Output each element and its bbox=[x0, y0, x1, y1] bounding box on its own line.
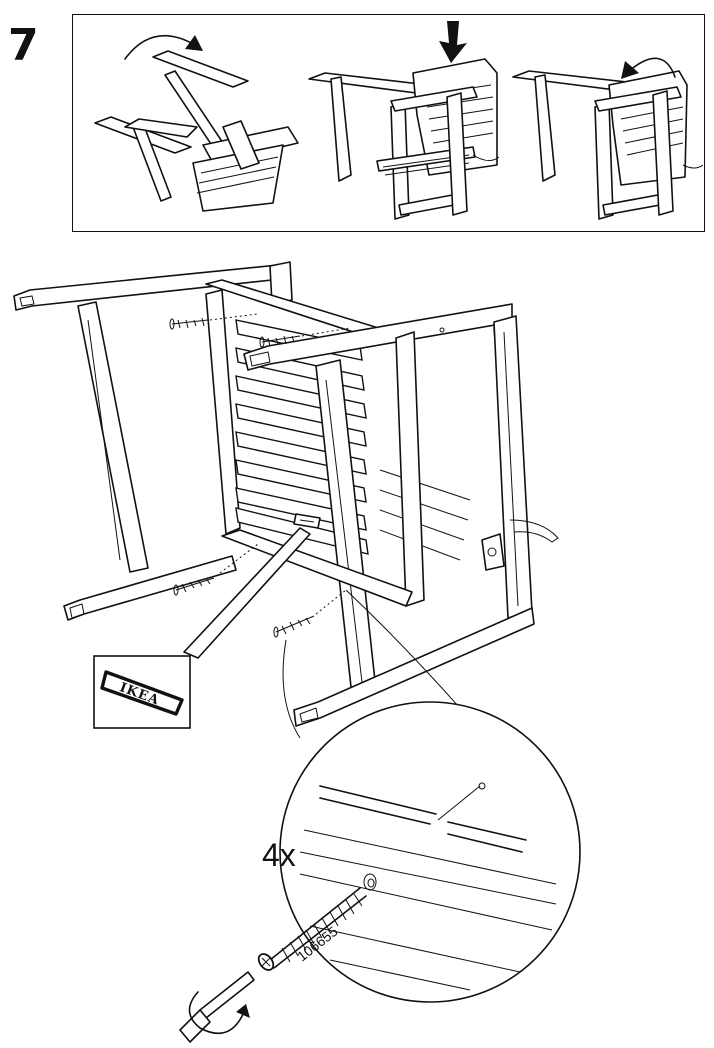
left-rear-leg bbox=[77, 301, 149, 573]
magnifier-leader-left bbox=[282, 639, 301, 739]
backrest-left-stile bbox=[205, 289, 241, 535]
wood-screw bbox=[257, 887, 367, 971]
left-arm-rail bbox=[13, 263, 291, 311]
step-number: 7 bbox=[8, 20, 39, 71]
sequence-panel bbox=[72, 14, 705, 232]
curved-arrow-icon bbox=[124, 34, 203, 60]
screw-top-left bbox=[169, 313, 259, 330]
screwdriver-icon bbox=[179, 971, 255, 1043]
logo-leader bbox=[183, 527, 311, 659]
screw-bottom-right bbox=[273, 589, 347, 638]
screw-top-right bbox=[259, 327, 351, 348]
front-left-leg bbox=[315, 359, 377, 697]
product-label-tag bbox=[293, 513, 321, 529]
down-arrow-icon bbox=[439, 21, 467, 63]
sequence-illustrations bbox=[94, 21, 704, 220]
chair-upside-down bbox=[308, 58, 500, 220]
chair-backrest-rotated bbox=[512, 70, 704, 220]
front-right-leg bbox=[493, 315, 533, 619]
screw-bottom-left bbox=[173, 543, 259, 596]
front-bottom-rail bbox=[293, 607, 535, 727]
chair-tipped-over bbox=[94, 50, 299, 212]
main-assembly-illustration: IKEA 4x bbox=[13, 261, 581, 1043]
left-bottom-rail bbox=[63, 555, 237, 621]
detail-magnifier bbox=[279, 701, 581, 1003]
seat-slats bbox=[379, 469, 471, 561]
rotate-arrow-icon bbox=[621, 57, 676, 79]
ikea-logo-callout: IKEA bbox=[93, 655, 191, 729]
quantity-label: 4x bbox=[262, 837, 296, 873]
